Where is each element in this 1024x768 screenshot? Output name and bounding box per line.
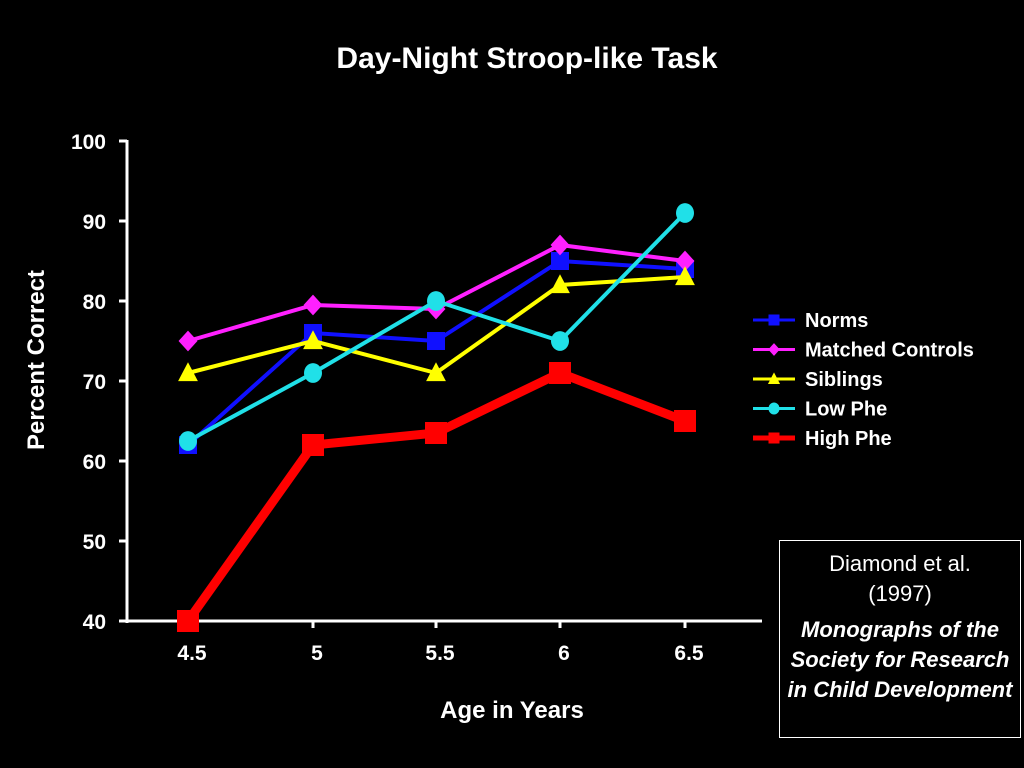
x-tick-label: 6.5 xyxy=(674,642,704,665)
legend-marker xyxy=(767,372,781,384)
legend-item: Low Phe xyxy=(753,399,887,421)
series-low-phe xyxy=(179,203,694,451)
x-tick-label: 5 xyxy=(311,642,323,665)
y-tick-label: 60 xyxy=(83,451,106,474)
series-layer xyxy=(177,203,696,632)
data-point xyxy=(550,274,570,294)
legend: Norms Matched Controls Siblings Low Phe High… xyxy=(753,310,974,450)
citation-year: (1997) xyxy=(868,581,932,606)
y-tick-label: 90 xyxy=(83,211,106,234)
data-point xyxy=(675,266,695,286)
series-line xyxy=(187,211,687,443)
legend-label: Norms xyxy=(805,310,868,332)
data-point xyxy=(178,362,198,382)
y-tick-label: 80 xyxy=(83,291,106,314)
legend-label: Low Phe xyxy=(805,399,887,421)
legend-marker xyxy=(768,402,780,415)
data-point xyxy=(179,431,197,451)
legend-item: High Phe xyxy=(753,428,892,450)
data-point xyxy=(676,203,694,223)
data-point xyxy=(425,422,447,444)
y-tick-label: 40 xyxy=(83,611,106,634)
series-line xyxy=(184,368,687,624)
data-point xyxy=(427,291,445,311)
y-axis-label: Percent Correct xyxy=(23,270,50,450)
legend-marker xyxy=(768,343,780,356)
data-point xyxy=(177,610,199,632)
legend-item: Matched Controls xyxy=(753,340,974,362)
data-point xyxy=(302,434,324,456)
x-tick-label: 4.5 xyxy=(177,642,207,665)
data-point xyxy=(178,330,198,352)
chart-title: Day-Night Stroop-like Task xyxy=(336,42,717,75)
citation-box: Diamond et al. (1997) Monographs of the … xyxy=(779,540,1021,738)
legend-label: Matched Controls xyxy=(805,340,974,362)
series-high-phe xyxy=(177,362,696,632)
data-point xyxy=(549,362,571,384)
legend-marker xyxy=(768,314,780,326)
x-axis-label: Age in Years xyxy=(440,697,584,724)
legend-marker xyxy=(768,432,780,444)
x-tick-label: 6 xyxy=(558,642,570,665)
y-tick-label: 50 xyxy=(83,531,106,554)
data-point xyxy=(675,250,695,272)
data-point xyxy=(551,252,569,270)
legend-label: Siblings xyxy=(805,369,883,391)
data-point xyxy=(426,362,446,382)
series-siblings xyxy=(178,266,695,382)
data-point xyxy=(303,294,323,316)
data-point xyxy=(674,410,696,432)
data-point xyxy=(551,331,569,351)
legend-item: Siblings xyxy=(753,369,883,391)
data-point xyxy=(304,363,322,383)
citation-journal: Monographs of the Society for Research i… xyxy=(787,617,1013,702)
axis-ticks: 40 50 60 70 80 90 100 4.5 5 5.5 6 6.5 xyxy=(71,131,704,665)
legend-label: High Phe xyxy=(805,428,892,450)
data-point xyxy=(550,234,570,256)
citation-authors: Diamond et al. xyxy=(829,551,971,576)
y-tick-label: 70 xyxy=(83,371,106,394)
data-point xyxy=(427,332,445,350)
data-point xyxy=(303,330,323,350)
y-tick-label: 100 xyxy=(71,131,106,154)
legend-item: Norms xyxy=(753,310,868,332)
x-tick-label: 5.5 xyxy=(425,642,455,665)
